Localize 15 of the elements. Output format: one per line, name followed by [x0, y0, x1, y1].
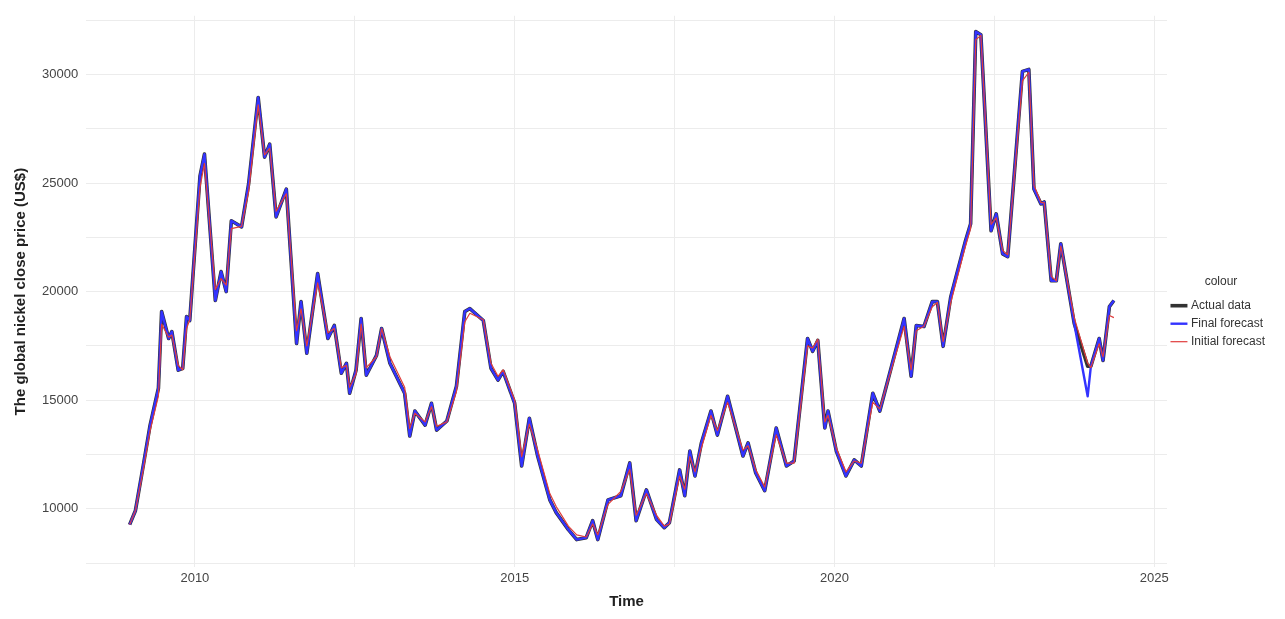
y-tick-label: 10000	[41, 500, 79, 516]
y-axis-title: The global nickel close price (US$)	[11, 167, 29, 416]
legend-label: Actual data	[1190, 298, 1252, 313]
x-tick-label: 2015	[500, 569, 530, 585]
legend-label: Final forecast	[1190, 316, 1264, 331]
y-tick-label: 25000	[41, 174, 79, 190]
y-tick-label: 20000	[41, 283, 79, 299]
y-tick-label: 30000	[41, 66, 79, 82]
y-tick-label: 15000	[41, 391, 79, 407]
legend-label: Initial forecast	[1190, 334, 1266, 349]
x-tick-label: 2020	[819, 569, 849, 585]
x-axis-title: Time	[609, 592, 644, 610]
x-tick-label: 2025	[1139, 569, 1169, 585]
legend-title: colour	[1204, 273, 1238, 288]
x-tick-label: 2010	[180, 569, 210, 585]
